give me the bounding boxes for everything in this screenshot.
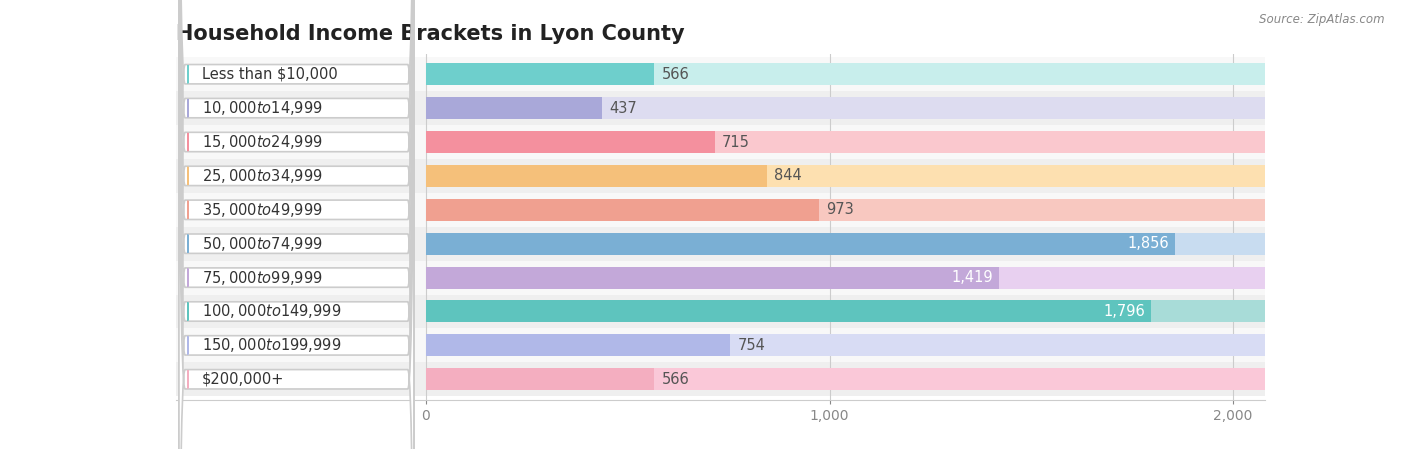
Bar	[176, 125, 1265, 159]
Text: 715: 715	[721, 135, 749, 150]
Bar	[426, 335, 1265, 357]
Text: 1,796: 1,796	[1102, 304, 1144, 319]
FancyBboxPatch shape	[179, 0, 413, 449]
Text: $100,000 to $149,999: $100,000 to $149,999	[202, 303, 342, 321]
Bar	[176, 193, 1265, 227]
Bar	[176, 328, 1265, 362]
Text: $200,000+: $200,000+	[202, 372, 284, 387]
Text: $75,000 to $99,999: $75,000 to $99,999	[202, 269, 323, 286]
Bar	[426, 199, 1265, 221]
Text: Less than $10,000: Less than $10,000	[202, 67, 337, 82]
Text: $15,000 to $24,999: $15,000 to $24,999	[202, 133, 323, 151]
Text: 437: 437	[610, 101, 637, 115]
Bar	[176, 295, 1265, 328]
Text: 566: 566	[662, 67, 689, 82]
Bar	[426, 300, 1265, 322]
FancyBboxPatch shape	[179, 0, 413, 449]
FancyBboxPatch shape	[179, 0, 413, 449]
Bar	[426, 63, 654, 85]
Text: 754: 754	[738, 338, 765, 353]
Text: Source: ZipAtlas.com: Source: ZipAtlas.com	[1260, 13, 1385, 26]
FancyBboxPatch shape	[179, 0, 413, 449]
Bar	[426, 165, 766, 187]
Text: 1,419: 1,419	[950, 270, 993, 285]
Bar	[176, 260, 1265, 295]
Bar	[426, 199, 818, 221]
FancyBboxPatch shape	[179, 0, 413, 449]
Bar	[176, 362, 1265, 396]
FancyBboxPatch shape	[179, 0, 413, 449]
Bar	[426, 267, 998, 289]
Text: $35,000 to $49,999: $35,000 to $49,999	[202, 201, 323, 219]
Bar	[176, 91, 1265, 125]
Text: 1,856: 1,856	[1128, 236, 1168, 251]
Text: $150,000 to $199,999: $150,000 to $199,999	[202, 336, 342, 354]
Bar	[426, 131, 1265, 153]
Bar	[426, 267, 1265, 289]
Bar	[426, 63, 1265, 85]
Bar	[426, 368, 654, 390]
Bar	[426, 233, 1265, 255]
Text: 566: 566	[662, 372, 689, 387]
Bar	[426, 97, 1265, 119]
Bar	[426, 131, 714, 153]
Text: $50,000 to $74,999: $50,000 to $74,999	[202, 235, 323, 253]
Text: 844: 844	[773, 168, 801, 183]
Text: $10,000 to $14,999: $10,000 to $14,999	[202, 99, 323, 117]
Text: Household Income Brackets in Lyon County: Household Income Brackets in Lyon County	[176, 24, 685, 44]
Bar	[426, 368, 1265, 390]
FancyBboxPatch shape	[179, 0, 413, 449]
FancyBboxPatch shape	[179, 0, 413, 449]
Bar	[426, 335, 730, 357]
FancyBboxPatch shape	[179, 0, 413, 449]
Bar	[176, 159, 1265, 193]
Bar	[176, 227, 1265, 260]
Bar	[176, 57, 1265, 91]
Bar	[426, 165, 1265, 187]
Text: 973: 973	[825, 202, 853, 217]
Bar	[426, 97, 602, 119]
Text: $25,000 to $34,999: $25,000 to $34,999	[202, 167, 323, 185]
FancyBboxPatch shape	[179, 0, 413, 449]
Bar	[426, 300, 1150, 322]
Bar	[426, 233, 1175, 255]
